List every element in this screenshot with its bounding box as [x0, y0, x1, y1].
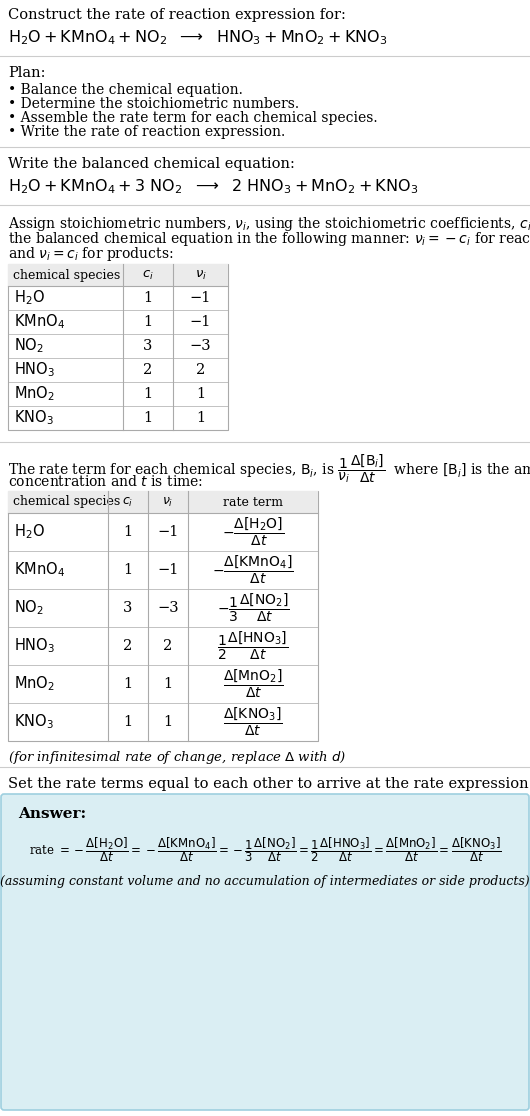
Bar	[8, 491, 318, 513]
Text: Assign stoichiometric numbers, $\nu_i$, using the stoichiometric coefficients, $: Assign stoichiometric numbers, $\nu_i$, …	[8, 215, 530, 233]
Text: 1: 1	[144, 291, 153, 305]
Text: 1: 1	[144, 387, 153, 401]
Text: 1: 1	[196, 411, 205, 425]
Text: • Write the rate of reaction expression.: • Write the rate of reaction expression.	[8, 125, 285, 140]
Text: −1: −1	[190, 291, 211, 305]
Text: 1: 1	[123, 562, 132, 577]
FancyBboxPatch shape	[1, 793, 529, 1110]
Text: concentration and $t$ is time:: concentration and $t$ is time:	[8, 474, 203, 489]
Bar	[8, 264, 228, 286]
Text: $-\dfrac{1}{3}\dfrac{\Delta[\mathrm{NO_2}]}{\Delta t}$: $-\dfrac{1}{3}\dfrac{\Delta[\mathrm{NO_2…	[217, 591, 289, 624]
Text: The rate term for each chemical species, $\mathrm{B}_i$, is $\dfrac{1}{\nu_i}\df: The rate term for each chemical species,…	[8, 452, 530, 484]
Text: rate term: rate term	[223, 496, 283, 509]
Text: 1: 1	[163, 677, 173, 691]
Text: $\mathrm{H_2O}$: $\mathrm{H_2O}$	[14, 522, 45, 541]
Text: 1: 1	[196, 387, 205, 401]
Text: • Determine the stoichiometric numbers.: • Determine the stoichiometric numbers.	[8, 97, 299, 110]
Text: (for infinitesimal rate of change, replace $\Delta$ with $d$): (for infinitesimal rate of change, repla…	[8, 749, 347, 766]
Text: $\mathrm{KNO_3}$: $\mathrm{KNO_3}$	[14, 408, 54, 427]
Text: 2: 2	[196, 363, 205, 377]
Text: Construct the rate of reaction expression for:: Construct the rate of reaction expressio…	[8, 8, 346, 22]
Text: $\mathrm{KNO_3}$: $\mathrm{KNO_3}$	[14, 713, 54, 731]
Text: $\dfrac{\Delta[\mathrm{KNO_3}]}{\Delta t}$: $\dfrac{\Delta[\mathrm{KNO_3}]}{\Delta t…	[223, 705, 282, 738]
Text: $\mathrm{MnO_2}$: $\mathrm{MnO_2}$	[14, 675, 55, 693]
Text: $\dfrac{\Delta[\mathrm{MnO_2}]}{\Delta t}$: $\dfrac{\Delta[\mathrm{MnO_2}]}{\Delta t…	[223, 667, 284, 700]
Text: $\mathrm{NO_2}$: $\mathrm{NO_2}$	[14, 337, 44, 355]
Text: Write the balanced chemical equation:: Write the balanced chemical equation:	[8, 157, 295, 171]
Text: 1: 1	[123, 525, 132, 539]
Text: 2: 2	[163, 639, 173, 653]
Text: 1: 1	[144, 315, 153, 329]
Text: $\mathrm{HNO_3}$: $\mathrm{HNO_3}$	[14, 636, 55, 655]
Text: and $\nu_i = c_i$ for products:: and $\nu_i = c_i$ for products:	[8, 246, 173, 263]
Text: 3: 3	[123, 602, 132, 615]
Text: 1: 1	[144, 411, 153, 425]
Text: $\mathrm{H_2O}$: $\mathrm{H_2O}$	[14, 289, 45, 307]
Text: −1: −1	[190, 315, 211, 329]
Text: −3: −3	[190, 339, 211, 353]
Text: $-\dfrac{\Delta[\mathrm{H_2O}]}{\Delta t}$: $-\dfrac{\Delta[\mathrm{H_2O}]}{\Delta t…	[222, 516, 284, 548]
Text: $\mathrm{MnO_2}$: $\mathrm{MnO_2}$	[14, 385, 55, 403]
Text: −1: −1	[157, 525, 179, 539]
Text: Answer:: Answer:	[18, 807, 86, 821]
Text: rate $= -\dfrac{\Delta[\mathrm{H_2O}]}{\Delta t} = -\dfrac{\Delta[\mathrm{KMnO_4: rate $= -\dfrac{\Delta[\mathrm{H_2O}]}{\…	[29, 835, 501, 864]
Text: the balanced chemical equation in the following manner: $\nu_i = -c_i$ for react: the balanced chemical equation in the fo…	[8, 230, 530, 248]
Text: • Assemble the rate term for each chemical species.: • Assemble the rate term for each chemic…	[8, 110, 377, 125]
Text: 1: 1	[123, 677, 132, 691]
Text: $\mathrm{NO_2}$: $\mathrm{NO_2}$	[14, 598, 44, 617]
Text: (assuming constant volume and no accumulation of intermediates or side products): (assuming constant volume and no accumul…	[0, 875, 530, 888]
Bar	[8, 491, 318, 741]
Text: $\mathrm{KMnO_4}$: $\mathrm{KMnO_4}$	[14, 312, 65, 331]
Text: $\nu_i$: $\nu_i$	[195, 269, 207, 281]
Bar	[8, 264, 228, 430]
Text: $-\dfrac{\Delta[\mathrm{KMnO_4}]}{\Delta t}$: $-\dfrac{\Delta[\mathrm{KMnO_4}]}{\Delta…	[213, 554, 294, 586]
Text: Set the rate terms equal to each other to arrive at the rate expression:: Set the rate terms equal to each other t…	[8, 777, 530, 791]
Text: $\mathrm{KMnO_4}$: $\mathrm{KMnO_4}$	[14, 560, 65, 579]
Text: 1: 1	[163, 715, 173, 729]
Text: 2: 2	[123, 639, 132, 653]
Text: • Balance the chemical equation.: • Balance the chemical equation.	[8, 83, 243, 97]
Text: 2: 2	[144, 363, 153, 377]
Text: $c_i$: $c_i$	[142, 269, 154, 281]
Text: 3: 3	[143, 339, 153, 353]
Text: $\mathrm{H_2O + KMnO_4 + 3\ NO_2}$  $\longrightarrow$  $\mathrm{2\ HNO_3 + MnO_2: $\mathrm{H_2O + KMnO_4 + 3\ NO_2}$ $\lon…	[8, 177, 418, 195]
Text: $\mathrm{HNO_3}$: $\mathrm{HNO_3}$	[14, 360, 55, 379]
Text: −1: −1	[157, 562, 179, 577]
Text: chemical species: chemical species	[13, 496, 120, 509]
Text: Plan:: Plan:	[8, 66, 46, 80]
Text: $\nu_i$: $\nu_i$	[162, 496, 174, 509]
Text: $\dfrac{1}{2}\dfrac{\Delta[\mathrm{HNO_3}]}{\Delta t}$: $\dfrac{1}{2}\dfrac{\Delta[\mathrm{HNO_3…	[217, 629, 289, 662]
Text: chemical species: chemical species	[13, 269, 120, 281]
Text: 1: 1	[123, 715, 132, 729]
Text: $c_i$: $c_i$	[122, 496, 134, 509]
Text: $\mathrm{H_2O + KMnO_4 + NO_2}$  $\longrightarrow$  $\mathrm{HNO_3 + MnO_2 + KNO: $\mathrm{H_2O + KMnO_4 + NO_2}$ $\longri…	[8, 28, 387, 47]
Text: −3: −3	[157, 602, 179, 615]
